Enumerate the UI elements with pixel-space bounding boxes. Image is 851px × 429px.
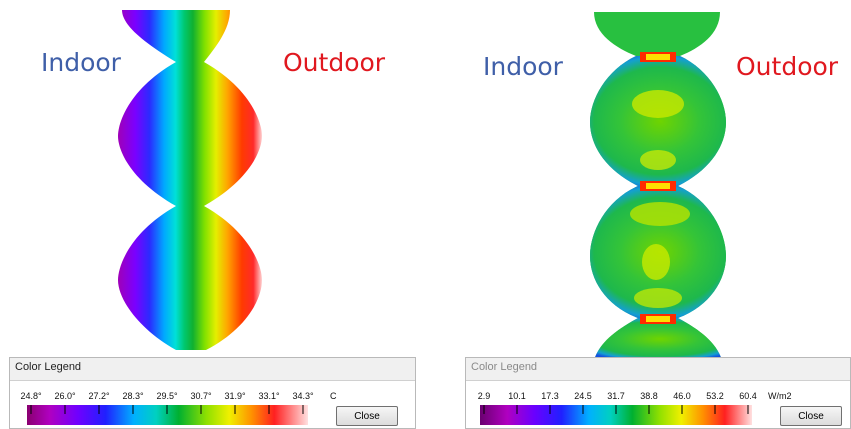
indoor-label: Indoor <box>483 52 563 81</box>
outdoor-label: Outdoor <box>283 48 386 77</box>
legend-title: Color Legend <box>15 361 82 373</box>
outdoor-label: Outdoor <box>736 52 839 81</box>
temperature-wall-section <box>118 10 262 350</box>
close-button[interactable]: Close <box>780 406 842 426</box>
legend-tick-label: 46.0 <box>673 391 691 401</box>
close-button[interactable]: Close <box>336 406 398 426</box>
legend-tick-label: 38.8 <box>640 391 658 401</box>
legend-title: Color Legend <box>471 361 538 373</box>
legend-body: 24.8° 26.0° 27.2° 28.3° 29.5° 30.7° 31.9… <box>10 380 415 428</box>
legend-tick-label: 2.9 <box>477 391 491 401</box>
legend-tick-label: 60.4 <box>739 391 757 401</box>
indoor-label: Indoor <box>41 48 121 77</box>
temperature-panel: Indoor Outdoor Color Legend 24.8° 26.0° … <box>0 0 421 429</box>
temperature-gradient-visualization <box>118 10 262 350</box>
legend-tick-label: 31.9° <box>224 391 246 401</box>
color-legend-window: Color Legend 2.9 10.1 17.3 24.5 31.7 38.… <box>465 357 851 429</box>
legend-tick-label: 28.3° <box>122 391 144 401</box>
legend-tick-label: 31.7 <box>607 391 625 401</box>
heat-flux-visualization <box>590 12 726 360</box>
legend-unit-label: C <box>330 391 337 401</box>
legend-color-bar <box>480 405 752 425</box>
legend-color-bar <box>27 405 308 425</box>
legend-tick-label: 30.7° <box>190 391 212 401</box>
color-legend-window: Color Legend 24.8° 26.0° 27.2° 28.3° 29.… <box>9 357 416 429</box>
legend-unit-label: W/m2 <box>768 391 792 401</box>
legend-tick-label: 26.0° <box>54 391 76 401</box>
legend-tick-label: 33.1° <box>258 391 280 401</box>
legend-tick-label: 27.2° <box>88 391 110 401</box>
legend-tick-label: 10.1 <box>508 391 526 401</box>
heat-flux-panel: Indoor Outdoor Color Legend 2.9 10.1 17.… <box>430 0 851 429</box>
legend-tick-label: 17.3 <box>541 391 559 401</box>
legend-body: 2.9 10.1 17.3 24.5 31.7 38.8 46.0 53.2 6… <box>466 380 850 428</box>
legend-tick-label: 53.2 <box>706 391 724 401</box>
legend-tick-label: 24.8° <box>20 391 42 401</box>
legend-tick-label: 29.5° <box>156 391 178 401</box>
legend-tick-label: 24.5 <box>574 391 592 401</box>
heat-flux-wall-section <box>590 12 726 360</box>
legend-tick-label: 34.3° <box>292 391 314 401</box>
